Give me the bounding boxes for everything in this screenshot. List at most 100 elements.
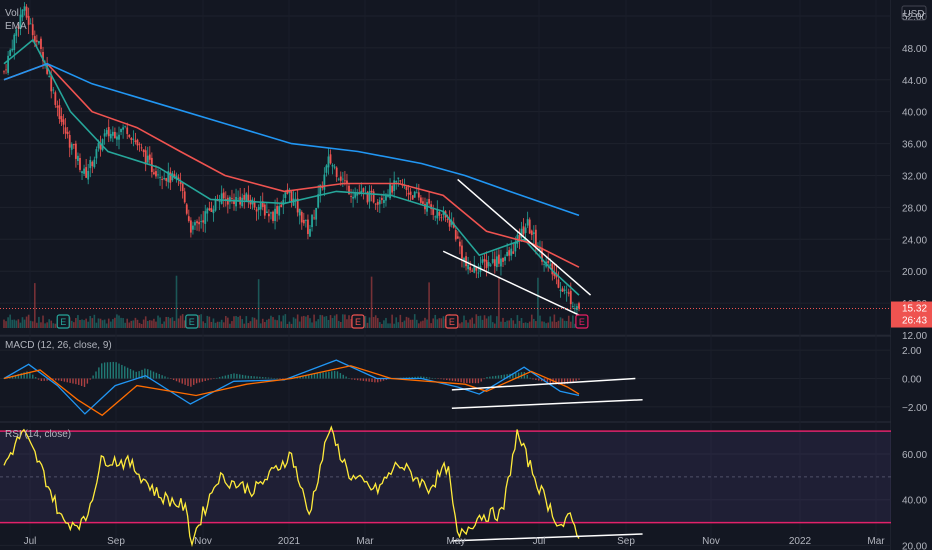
rsi-tick-label: 20.00 bbox=[902, 541, 927, 550]
macd-histogram-bar bbox=[259, 376, 261, 379]
volume-bar bbox=[214, 322, 217, 328]
volume-bar bbox=[545, 323, 547, 328]
candle-body bbox=[331, 164, 334, 167]
candle-body bbox=[417, 192, 420, 198]
candle-body bbox=[567, 292, 570, 294]
volume-bar bbox=[569, 321, 572, 328]
volume-bar bbox=[420, 321, 422, 328]
macd-histogram-bar bbox=[121, 364, 123, 379]
earnings-marker[interactable] bbox=[185, 314, 199, 329]
volume-bar bbox=[559, 317, 562, 328]
volume-bar bbox=[565, 320, 568, 328]
macd-histogram-bar bbox=[43, 378, 45, 381]
trendlines[interactable] bbox=[442, 178, 643, 542]
volume-bar bbox=[151, 320, 153, 328]
earnings-marker[interactable] bbox=[56, 314, 70, 329]
volume-bar bbox=[284, 314, 287, 328]
candle-body bbox=[48, 76, 51, 77]
macd-histogram-bar bbox=[411, 377, 413, 379]
macd-histogram-bar bbox=[23, 372, 25, 379]
macd-histogram-bar bbox=[339, 373, 342, 379]
macd-histogram-bar bbox=[262, 377, 264, 379]
macd-tick-label: 0.00 bbox=[902, 375, 922, 386]
macd-histogram-bar bbox=[164, 376, 166, 379]
volume-bar bbox=[467, 322, 469, 328]
candle-body bbox=[463, 258, 465, 262]
volume-bar bbox=[124, 322, 126, 328]
volume-bar bbox=[422, 320, 424, 328]
candle-body bbox=[391, 185, 394, 193]
candle-body bbox=[461, 245, 463, 259]
earnings-marker[interactable] bbox=[351, 314, 365, 329]
macd-histogram-bar bbox=[578, 378, 580, 380]
volume-bar bbox=[128, 322, 131, 328]
volume-bar bbox=[469, 319, 471, 328]
volume-bar bbox=[541, 321, 543, 328]
earnings-marker[interactable] bbox=[575, 314, 589, 329]
volume-bar bbox=[524, 322, 527, 328]
volume-bar bbox=[253, 317, 256, 328]
macd-histogram-bar bbox=[477, 378, 480, 384]
candle-body bbox=[83, 168, 85, 174]
macd-histogram-bar bbox=[78, 378, 80, 385]
rsi-label: RSI (14, close) bbox=[5, 429, 71, 440]
trendline bbox=[457, 178, 592, 296]
candle-body bbox=[208, 208, 211, 211]
macd-histogram-bar bbox=[89, 378, 91, 380]
volume-bar bbox=[134, 317, 137, 328]
volume-bar bbox=[366, 322, 369, 328]
volume-bar bbox=[535, 321, 537, 328]
macd-histogram-bar bbox=[264, 377, 267, 379]
volume-bar bbox=[153, 318, 155, 328]
candle-body bbox=[485, 260, 488, 269]
candle-body bbox=[216, 200, 219, 202]
macd-histogram-bar bbox=[184, 378, 186, 385]
candle-body bbox=[339, 176, 342, 181]
candle-body bbox=[68, 135, 71, 148]
candle-body bbox=[74, 143, 77, 159]
volume-bar bbox=[118, 315, 120, 328]
volume-bar bbox=[551, 321, 554, 328]
volume-bar bbox=[95, 322, 98, 328]
candle-body bbox=[81, 171, 83, 173]
volume-bar bbox=[132, 320, 135, 328]
macd-histogram-bar bbox=[454, 378, 457, 382]
candle-body bbox=[206, 208, 209, 214]
candle-body bbox=[366, 191, 369, 203]
ema-label: EMA bbox=[5, 21, 27, 32]
candle-body bbox=[481, 259, 484, 263]
macd-histogram-bar bbox=[129, 369, 132, 379]
volume-bar bbox=[547, 322, 549, 328]
macd-histogram-bar bbox=[270, 377, 273, 379]
candle-body bbox=[335, 167, 338, 177]
candle-body bbox=[134, 140, 137, 143]
macd-histogram-bar bbox=[101, 363, 103, 379]
candle-body bbox=[337, 178, 340, 180]
volume-bar bbox=[87, 321, 89, 328]
macd-histogram-bar bbox=[437, 378, 439, 379]
volume-bar bbox=[235, 316, 237, 328]
volume-bar bbox=[389, 323, 391, 328]
macd-histogram-bar bbox=[69, 378, 71, 383]
candle-body bbox=[565, 291, 568, 293]
volume-bar bbox=[413, 314, 416, 328]
candle-body bbox=[224, 198, 227, 200]
volume-bar bbox=[305, 316, 307, 328]
candle-body bbox=[368, 191, 371, 202]
volume-bar bbox=[393, 323, 395, 328]
earnings-marker[interactable] bbox=[445, 314, 459, 329]
volume-bar bbox=[167, 316, 170, 328]
candle-body bbox=[243, 195, 246, 200]
candle-body bbox=[198, 222, 200, 225]
volume-bar bbox=[278, 315, 280, 328]
volume-bar bbox=[48, 319, 50, 328]
candle-body bbox=[257, 207, 260, 211]
candle-body bbox=[21, 9, 24, 18]
macd-histogram-bar bbox=[256, 376, 258, 379]
macd-histogram-bar bbox=[57, 378, 60, 381]
macd-histogram-bar bbox=[359, 378, 362, 381]
candle-body bbox=[440, 217, 443, 219]
candle-body bbox=[103, 133, 106, 137]
